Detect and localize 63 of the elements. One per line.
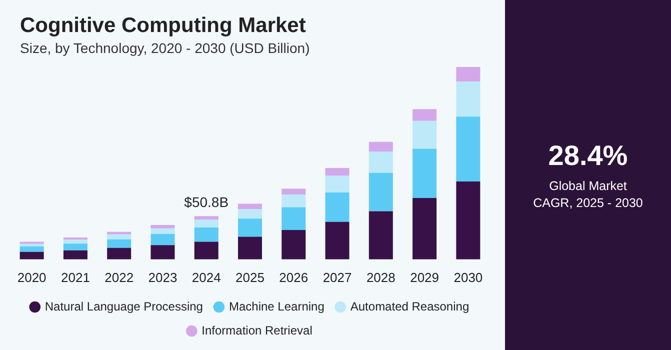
bar	[107, 239, 132, 248]
bar	[194, 216, 218, 220]
bar	[238, 218, 262, 237]
legend-label: Automated Reasoning	[350, 299, 470, 314]
bar	[20, 252, 44, 260]
x-tick-label: 2027	[322, 270, 352, 285]
bar	[150, 245, 175, 260]
x-tick-label: 2030	[454, 270, 483, 285]
bar	[325, 222, 350, 260]
bar	[107, 248, 132, 260]
bar	[456, 116, 480, 182]
bar	[412, 109, 437, 121]
bar	[368, 151, 393, 173]
bar	[368, 142, 393, 152]
bar	[63, 240, 88, 244]
bar	[20, 246, 44, 252]
legend-label: Information Retrieval	[202, 323, 312, 338]
bar	[194, 227, 218, 242]
bar	[63, 250, 88, 260]
bar	[194, 220, 218, 228]
bar	[107, 232, 132, 234]
x-tick-label: 2025	[236, 270, 264, 285]
bar	[325, 192, 350, 222]
bar	[412, 148, 437, 198]
bar	[282, 230, 306, 260]
x-tick-label: 2021	[60, 270, 90, 285]
chart-title: Cognitive Computing Market	[20, 14, 306, 38]
bar	[456, 181, 480, 260]
bar	[63, 244, 88, 250]
bar	[63, 237, 88, 240]
bar	[456, 67, 480, 82]
bar	[412, 198, 437, 260]
bar	[325, 176, 350, 192]
text: Global Market CAGR, 2025 - 2030	[532, 178, 644, 212]
chart-subtitle: Size, by Technology, 2020 - 2030 (USD Billion)	[20, 40, 310, 56]
bar	[282, 188, 306, 195]
bar	[238, 208, 262, 219]
bar	[238, 236, 262, 260]
x-tick-label: 2022	[104, 270, 134, 285]
bar	[150, 228, 175, 234]
annotation: $50.8B	[184, 194, 229, 210]
bar	[368, 211, 393, 260]
bar	[412, 120, 437, 149]
bar	[150, 224, 175, 228]
x-tick-label: 2026	[279, 270, 308, 285]
bar	[238, 204, 262, 209]
bar	[325, 168, 350, 176]
x-tick-label: 2020	[17, 270, 46, 285]
bar	[194, 242, 218, 260]
bar	[368, 172, 393, 212]
legend-label: Machine Learning	[228, 299, 324, 314]
bar	[282, 207, 306, 230]
bar	[150, 234, 175, 246]
bar	[456, 82, 480, 117]
legend-label: Natural Language Processing	[44, 299, 203, 314]
bar	[107, 234, 132, 240]
text: 28.4%	[547, 140, 629, 172]
x-tick-label: 2024	[192, 270, 221, 285]
bar	[20, 244, 44, 246]
x-tick-label: 2028	[366, 270, 396, 285]
x-tick-label: 2023	[148, 270, 178, 285]
x-tick-label: 2029	[410, 270, 440, 285]
bar	[282, 194, 306, 208]
